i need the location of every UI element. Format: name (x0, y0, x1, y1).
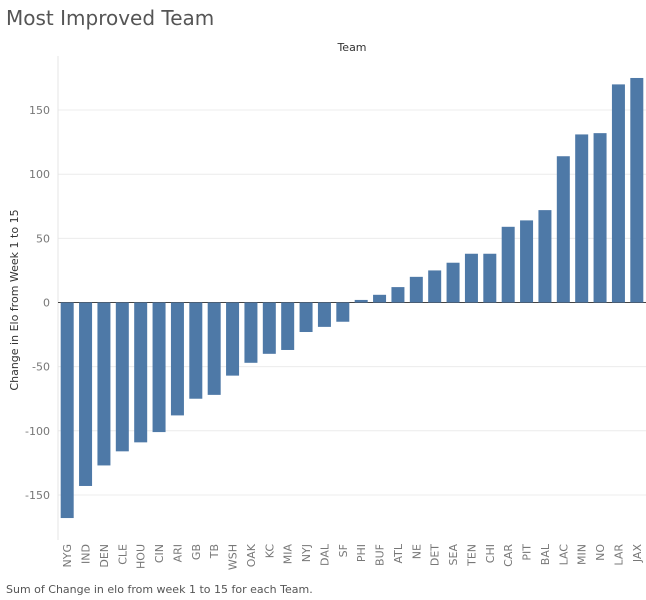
bar-kc[interactable] (262, 302, 276, 354)
x-tick-label: KC (263, 544, 276, 559)
bar-ind[interactable] (79, 302, 93, 486)
y-axis-label: Change in Elo from Week 1 to 15 (8, 209, 21, 390)
x-tick-label: OAK (245, 543, 258, 567)
x-tick-label: NYG (61, 544, 74, 567)
bar-det[interactable] (428, 270, 442, 303)
bar-gb[interactable] (189, 302, 203, 399)
x-tick-label: CAR (502, 544, 515, 567)
x-tick-label: ATL (392, 543, 405, 563)
y-tick-label: 150 (29, 104, 50, 117)
bar-min[interactable] (575, 134, 589, 303)
x-tick-label: HOU (135, 544, 148, 569)
x-tick-label: NO (594, 544, 607, 561)
y-tick-label: 50 (36, 232, 50, 245)
bar-nyg[interactable] (60, 302, 74, 519)
y-tick-label: 0 (43, 297, 50, 310)
x-tick-label: ARI (171, 544, 184, 562)
bar-lar[interactable] (611, 84, 625, 303)
x-tick-label: DAL (318, 543, 331, 566)
x-tick-label: WSH (227, 544, 240, 570)
bar-ne[interactable] (409, 276, 423, 303)
bar-bal[interactable] (538, 210, 552, 303)
x-tick-label: NYJ (300, 544, 313, 562)
x-tick-label: CLE (116, 544, 129, 565)
bar-atl[interactable] (391, 287, 405, 303)
bar-sf[interactable] (336, 302, 350, 322)
bar-ari[interactable] (170, 302, 184, 416)
y-tick-label: -50 (32, 361, 50, 374)
bars (60, 77, 644, 519)
x-tick-label: MIA (282, 544, 295, 565)
bar-tb[interactable] (207, 302, 221, 395)
x-tick-label: LAR (612, 544, 625, 566)
bar-chi[interactable] (483, 253, 497, 303)
x-tick-label: JAX (631, 544, 644, 564)
bar-cin[interactable] (152, 302, 166, 433)
x-tick-label: TEN (465, 544, 478, 567)
x-tick-label: DEN (98, 544, 111, 568)
x-tick-label: SF (337, 544, 350, 557)
y-tick-labels: -150 -100 -50 0 50 100 150 (25, 104, 50, 502)
bar-wsh[interactable] (226, 302, 240, 376)
bar-hou[interactable] (134, 302, 148, 443)
bar-dal[interactable] (317, 302, 331, 327)
bar-nyj[interactable] (299, 302, 313, 333)
bar-ten[interactable] (464, 253, 478, 303)
x-tick-label: PIT (521, 544, 534, 561)
x-tick-label: NE (410, 544, 423, 559)
bar-car[interactable] (501, 226, 515, 303)
bar-pit[interactable] (520, 220, 534, 303)
bar-cle[interactable] (115, 302, 129, 452)
y-tick-label: -150 (25, 489, 50, 502)
x-tick-label: MIN (576, 544, 589, 565)
x-tick-label: IND (80, 544, 93, 564)
x-tick-label: BAL (539, 543, 552, 565)
x-tick-label: PHI (355, 544, 368, 562)
x-tick-labels: NYG IND DEN CLE HOU CIN ARI GB TB WSH OAK KC MIA NYJ D… (61, 543, 644, 570)
y-tick-label: 100 (29, 168, 50, 181)
x-tick-label: SEA (447, 544, 460, 566)
bar-oak[interactable] (244, 302, 258, 363)
bar-lac[interactable] (556, 156, 570, 303)
x-tick-label: TB (208, 544, 221, 559)
bar-jax[interactable] (630, 77, 644, 303)
chart-caption: Sum of Change in elo from week 1 to 15 f… (6, 583, 313, 596)
chart-title: Most Improved Team (6, 6, 215, 30)
bar-den[interactable] (97, 302, 111, 466)
x-tick-label: GB (190, 544, 203, 560)
x-tick-label: DET (429, 544, 442, 566)
bar-sea[interactable] (446, 262, 460, 303)
bar-phi[interactable] (354, 299, 368, 303)
x-tick-label: LAC (557, 544, 570, 566)
y-tick-label: -100 (25, 425, 50, 438)
x-tick-label: CHI (484, 544, 497, 563)
x-tick-label: CIN (153, 544, 166, 563)
column-header: Team (336, 41, 366, 54)
bar-buf[interactable] (373, 294, 387, 303)
x-tick-label: BUF (374, 544, 387, 566)
bar-no[interactable] (593, 133, 607, 303)
bar-mia[interactable] (281, 302, 295, 350)
